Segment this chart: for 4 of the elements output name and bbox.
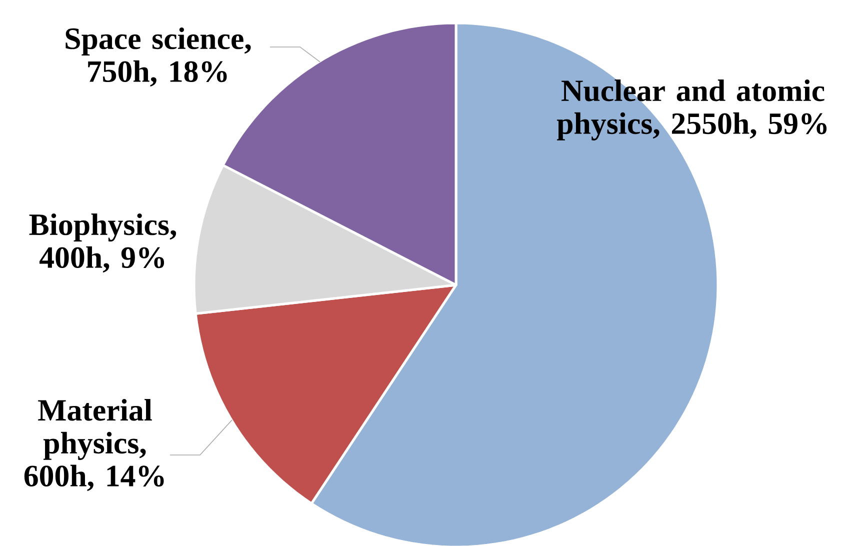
slice-label: Material physics, 600h, 14% <box>24 399 164 491</box>
slice-label: Nuclear and atomic physics, 2550h, 59% <box>556 80 827 140</box>
slice-label: Space science, 750h, 18% <box>66 27 251 87</box>
slice-label: Biophysics, 400h, 9% <box>29 213 176 273</box>
